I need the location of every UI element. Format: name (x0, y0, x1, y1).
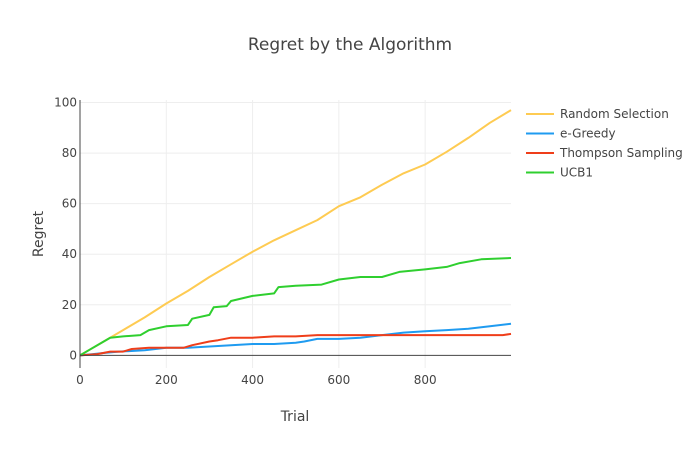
series-line-thompson-sampling (79, 332, 512, 357)
x-tick-label: 600 (327, 373, 350, 387)
x-tick-label: 0 (76, 373, 84, 387)
series-line-e-greedy (79, 322, 512, 357)
axis-layer: 0 200 400 600 800 0 20 40 60 80 100 (54, 96, 511, 387)
y-tick-label: 80 (62, 146, 77, 160)
grid-layer (80, 100, 511, 368)
y-tick-label: 60 (62, 197, 77, 211)
y-tick-label: 0 (69, 348, 77, 362)
x-tick-label: 400 (241, 373, 264, 387)
y-axis-title: Regret (31, 210, 47, 257)
y-tick-label: 20 (62, 298, 77, 312)
series-line-random-selection (79, 109, 512, 357)
legend-item[interactable]: e-Greedy (526, 127, 616, 141)
chart-title: Regret by the Algorithm (248, 35, 452, 55)
x-tick-label: 200 (155, 373, 178, 387)
legend-label: UCB1 (560, 166, 593, 180)
x-tick-label: 800 (414, 373, 437, 387)
legend: Random Selection e-Greedy Thompson Samplin… (526, 107, 683, 180)
x-axis-title: Trial (280, 409, 310, 425)
series-layer (79, 109, 512, 357)
legend-item[interactable]: Thompson Sampling (526, 146, 683, 160)
legend-label: Random Selection (560, 107, 669, 121)
legend-item[interactable]: UCB1 (526, 166, 593, 180)
legend-label: e-Greedy (560, 127, 616, 141)
legend-item[interactable]: Random Selection (526, 107, 669, 121)
legend-label: Thompson Sampling (559, 146, 683, 160)
series-line-ucb1 (79, 257, 512, 357)
y-tick-label: 40 (62, 247, 77, 261)
y-tick-label: 100 (54, 96, 77, 110)
